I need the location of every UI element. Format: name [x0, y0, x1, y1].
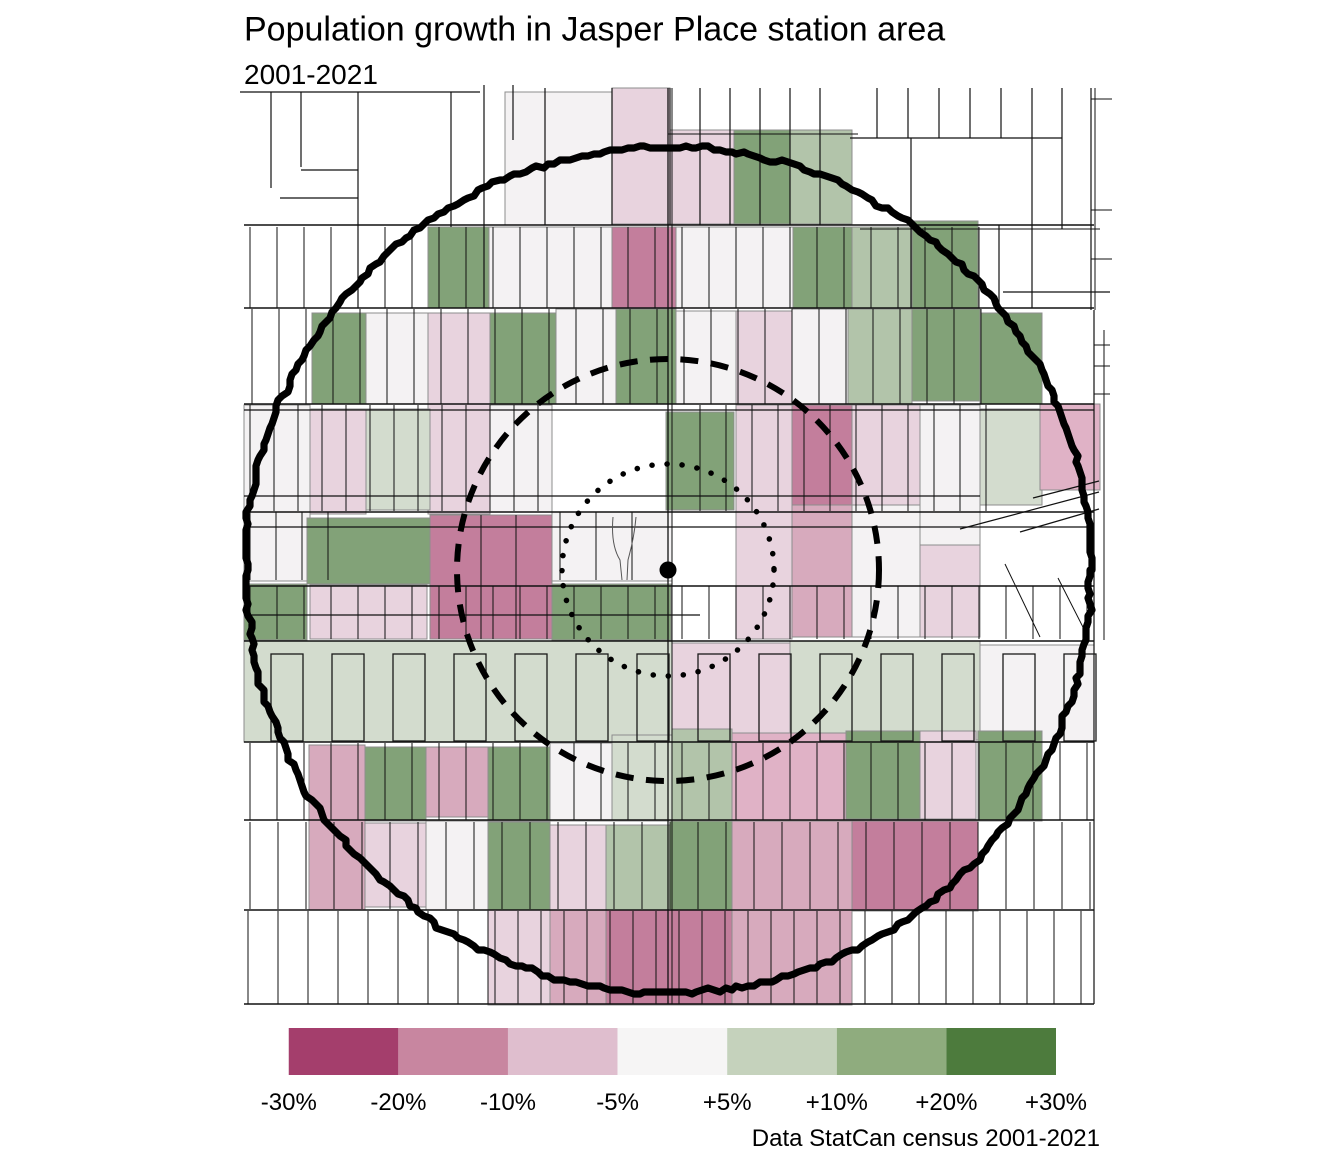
svg-text:2001-2021: 2001-2021	[244, 59, 378, 90]
svg-text:+10%: +10%	[806, 1089, 868, 1116]
svg-text:Population growth in Jasper Pl: Population growth in Jasper Place statio…	[244, 11, 945, 49]
svg-text:+30%: +30%	[1025, 1089, 1087, 1116]
svg-text:-5%: -5%	[596, 1089, 639, 1116]
svg-text:+20%: +20%	[915, 1089, 977, 1116]
svg-text:+5%: +5%	[703, 1089, 752, 1116]
svg-text:-20%: -20%	[370, 1089, 426, 1116]
svg-text:Data StatCan census 2001-2021: Data StatCan census 2001-2021	[752, 1125, 1100, 1152]
svg-text:-30%: -30%	[261, 1089, 317, 1116]
svg-text:-10%: -10%	[480, 1089, 536, 1116]
